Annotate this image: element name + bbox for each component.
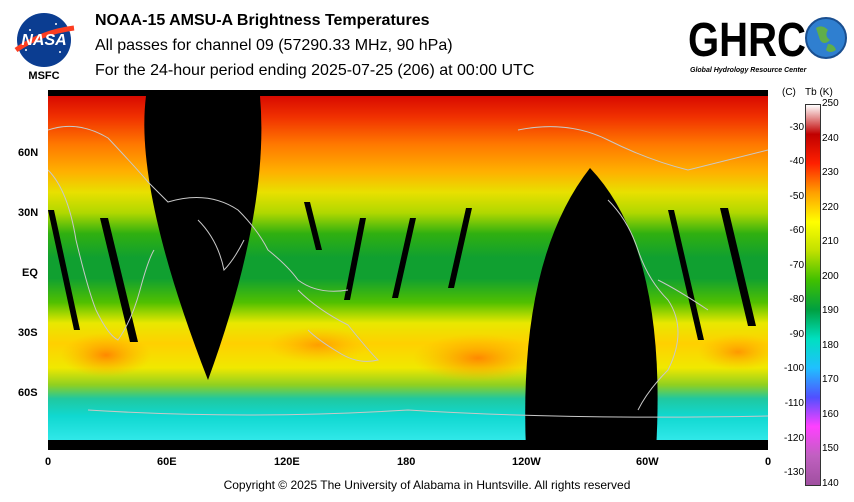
data-gap-americas xyxy=(525,168,658,450)
celsius-tick: -80 xyxy=(789,294,804,306)
lon-label-0-east: 0 xyxy=(765,456,772,468)
nasa-meatball-icon: NASA xyxy=(14,13,75,67)
lon-label-180: 180 xyxy=(397,456,416,468)
kelvin-tick: 220 xyxy=(822,201,839,213)
brightness-temperature-map xyxy=(48,90,768,450)
lon-label-60e: 60E xyxy=(157,456,177,468)
colorbar-celsius-header: (C) xyxy=(782,87,796,98)
channel-subtitle: All passes for channel 09 (57290.33 MHz,… xyxy=(95,37,453,54)
lon-label-120e: 120E xyxy=(274,456,300,468)
period-subtitle: For the 24-hour period ending 2025-07-25… xyxy=(95,62,535,79)
kelvin-tick: 190 xyxy=(822,305,839,317)
kelvin-tick: 150 xyxy=(822,443,839,455)
svg-text:GHRC: GHRC xyxy=(688,14,806,67)
celsius-tick: -90 xyxy=(789,328,804,340)
data-gap-asia xyxy=(144,96,262,380)
celsius-tick: -120 xyxy=(783,432,804,444)
page-title: NOAA-15 AMSU-A Brightness Temperatures xyxy=(95,12,430,29)
celsius-tick: -70 xyxy=(789,259,804,271)
kelvin-tick: 250 xyxy=(822,98,839,109)
kelvin-tick: 210 xyxy=(822,236,839,248)
celsius-tick: -60 xyxy=(789,225,804,237)
nasa-logo: NASA MSFC xyxy=(12,10,76,86)
celsius-tick: -110 xyxy=(784,398,804,410)
svg-text:NASA: NASA xyxy=(21,32,66,49)
celsius-tick: -100 xyxy=(783,363,804,375)
lon-label-60w: 60W xyxy=(636,456,659,468)
celsius-tick: -50 xyxy=(789,190,804,202)
kelvin-tick: 230 xyxy=(822,167,839,179)
celsius-tick: -130 xyxy=(783,467,804,479)
map-image xyxy=(48,96,768,450)
colorbar-celsius-ticks: -30 -40 -50 -60 -70 -80 -90 -100 -110 -1… xyxy=(778,0,804,502)
kelvin-tick: 160 xyxy=(822,408,839,420)
lon-label-0-west: 0 xyxy=(45,456,52,468)
celsius-tick: -40 xyxy=(789,156,804,168)
kelvin-tick: 140 xyxy=(822,478,839,489)
lat-label-60n: 60N xyxy=(18,147,39,159)
lat-label-eq: EQ xyxy=(22,267,38,279)
lat-label-30s: 30S xyxy=(18,327,38,339)
kelvin-tick: 170 xyxy=(822,374,839,386)
kelvin-tick: 180 xyxy=(822,339,839,351)
colorbar-kelvin-ticks: 250 240 230 220 210 200 190 180 170 160 … xyxy=(822,0,852,502)
ghrc-globe-icon: GHRC xyxy=(688,14,847,67)
ghrc-logo: GHRC Global Hydrology Resource Center xyxy=(688,10,848,80)
celsius-tick: -30 xyxy=(789,121,804,133)
lat-label-30n: 30N xyxy=(18,207,39,219)
ghrc-subtitle: Global Hydrology Resource Center xyxy=(690,67,807,74)
kelvin-tick: 200 xyxy=(822,270,839,282)
coastlines xyxy=(48,125,768,418)
colorbar xyxy=(805,104,821,486)
copyright-notice: Copyright © 2025 The University of Alaba… xyxy=(223,478,631,492)
lon-label-120w: 120W xyxy=(512,456,541,468)
kelvin-tick: 240 xyxy=(822,132,839,144)
lat-label-60s: 60S xyxy=(18,387,38,399)
msfc-label: MSFC xyxy=(28,70,60,82)
colorbar-kelvin-header: Tb (K) xyxy=(805,87,833,98)
